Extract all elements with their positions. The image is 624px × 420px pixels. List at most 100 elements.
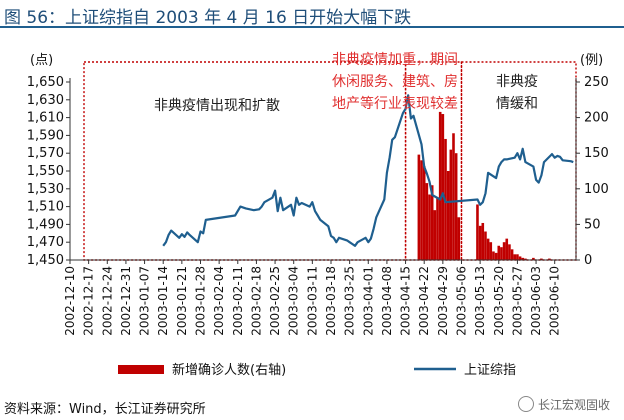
x-tick-label: 2003-05-27 bbox=[510, 266, 524, 336]
left-tick-label: 1,530 bbox=[27, 182, 64, 197]
bar bbox=[433, 210, 437, 260]
bar bbox=[446, 171, 450, 260]
x-tick-label: 2002-12-31 bbox=[119, 266, 133, 336]
bar bbox=[420, 160, 423, 260]
bar bbox=[430, 185, 434, 260]
left-tick-label: 1,550 bbox=[27, 164, 64, 179]
left-tick-label: 1,650 bbox=[27, 75, 64, 90]
bar bbox=[454, 153, 458, 260]
watermark-text: 长江宏观固收 bbox=[537, 398, 610, 412]
x-tick-label: 2003-02-25 bbox=[268, 266, 282, 336]
x-tick-label: 2003-01-07 bbox=[138, 266, 152, 336]
right-tick-label: 250 bbox=[584, 75, 609, 90]
period-box bbox=[83, 61, 407, 261]
annotation-text: 休闲服务、建筑、房 bbox=[332, 74, 458, 90]
bar bbox=[540, 258, 543, 260]
left-tick-label: 1,470 bbox=[27, 235, 64, 250]
bar bbox=[510, 249, 514, 260]
annotation-text: 非典疫情出现和扩散 bbox=[154, 98, 280, 114]
x-tick-label: 2003-06-03 bbox=[529, 266, 543, 336]
right-axis-title: (例) bbox=[580, 53, 603, 68]
right-tick-label: 150 bbox=[584, 146, 609, 161]
bar bbox=[452, 133, 455, 260]
bar bbox=[516, 254, 519, 260]
bar bbox=[518, 256, 522, 260]
bar bbox=[524, 258, 527, 260]
x-tick-label: 2003-02-04 bbox=[212, 266, 226, 336]
x-tick-label: 2003-04-15 bbox=[399, 266, 413, 336]
x-tick-label: 2003-04-08 bbox=[380, 266, 394, 336]
x-tick-label: 2003-05-13 bbox=[473, 266, 487, 336]
figure-title: 图 56：上证综指自 2003 年 4 月 16 日开始大幅下跌 bbox=[4, 8, 412, 28]
bar bbox=[500, 247, 503, 260]
bar bbox=[484, 231, 487, 260]
x-tick-label: 2003-04-01 bbox=[361, 266, 375, 336]
bar bbox=[441, 114, 445, 260]
bar bbox=[425, 183, 429, 260]
left-tick-label: 1,450 bbox=[27, 253, 64, 268]
left-tick-label: 1,590 bbox=[27, 128, 64, 143]
x-tick-label: 2002-12-24 bbox=[100, 266, 114, 336]
left-tick-label: 1,610 bbox=[27, 111, 64, 126]
figure-title-bar: 图 56：上证综指自 2003 年 4 月 16 日开始大幅下跌 bbox=[0, 0, 624, 28]
bar bbox=[486, 238, 490, 260]
x-tick-label: 2003-01-28 bbox=[193, 266, 207, 336]
bar bbox=[548, 258, 551, 260]
x-tick-label: 2002-12-17 bbox=[82, 266, 96, 336]
bar bbox=[502, 242, 506, 260]
bar bbox=[478, 225, 482, 260]
line-shanghai-index bbox=[162, 94, 574, 247]
bar-series bbox=[417, 111, 551, 261]
bar bbox=[521, 257, 525, 260]
x-tick-label: 2003-03-18 bbox=[324, 266, 338, 336]
axes: (点) (例) 1,650 1,630 1,610 1,590 1,570 1,550 1,53… bbox=[27, 53, 609, 336]
x-tick-label: 2002-12-10 bbox=[63, 266, 77, 336]
annotation-text: 情缓和 bbox=[496, 96, 538, 112]
x-tick-label: 2003-01-14 bbox=[156, 266, 170, 336]
bar bbox=[436, 197, 439, 260]
bar bbox=[422, 166, 426, 260]
annotation-text: 地产等行业表现较差 bbox=[332, 95, 458, 112]
x-tick-label: 2003-01-21 bbox=[175, 266, 189, 336]
bar bbox=[489, 242, 493, 260]
bar bbox=[428, 194, 431, 260]
x-tick-label: 2003-02-18 bbox=[249, 266, 263, 336]
x-tick-label: 2003-03-04 bbox=[287, 266, 301, 336]
left-axis-title: (点) bbox=[30, 53, 53, 68]
bar bbox=[492, 251, 495, 260]
left-tick-label: 1,630 bbox=[27, 93, 64, 108]
bar bbox=[476, 204, 479, 260]
x-tick-label: 2003-05-06 bbox=[454, 266, 468, 336]
right-tick-label: 200 bbox=[584, 111, 609, 126]
legend: 新增确诊人数(右轴) 上证综指 bbox=[118, 362, 516, 378]
legend-bar-label: 新增确诊人数(右轴) bbox=[172, 362, 286, 378]
bar bbox=[513, 254, 517, 260]
bar bbox=[497, 245, 501, 260]
right-tick-label: 100 bbox=[584, 182, 609, 197]
line-series bbox=[162, 94, 574, 247]
annotation-text: 非典疫 bbox=[496, 74, 538, 90]
left-tick-label: 1,570 bbox=[27, 146, 64, 161]
bar bbox=[457, 217, 461, 260]
source-note: 资料来源：Wind，长江证券研究所 bbox=[4, 402, 206, 417]
annotation-text: 非典疫情加重，期间 bbox=[332, 52, 458, 68]
left-tick-label: 1,510 bbox=[27, 200, 64, 215]
left-tick-label: 1,490 bbox=[27, 217, 64, 232]
wechat-logo-icon bbox=[517, 396, 534, 412]
bar bbox=[449, 149, 453, 260]
bar bbox=[481, 222, 485, 260]
bar bbox=[417, 154, 421, 260]
x-tick-label: 2003-03-11 bbox=[305, 266, 319, 336]
bar bbox=[494, 252, 498, 260]
chart: (点) (例) 1,650 1,630 1,610 1,590 1,570 1,550 1,53… bbox=[27, 52, 609, 378]
right-tick-label: 0 bbox=[584, 253, 592, 268]
bar bbox=[505, 238, 509, 260]
bar bbox=[532, 257, 535, 260]
right-tick-label: 50 bbox=[584, 217, 601, 232]
bar bbox=[508, 244, 511, 260]
legend-line-label: 上证综指 bbox=[464, 363, 516, 378]
legend-bar-swatch bbox=[118, 365, 164, 374]
watermark: 长江宏观固收 bbox=[517, 396, 610, 413]
x-tick-label: 2003-05-20 bbox=[492, 266, 506, 336]
